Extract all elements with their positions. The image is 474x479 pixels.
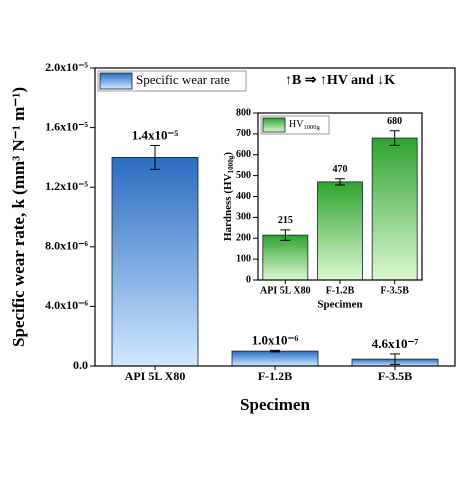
error-bar <box>335 178 345 186</box>
bar <box>262 234 309 281</box>
x-tick-label: F-1.2B <box>326 285 355 296</box>
legend-label: Specific wear rate <box>136 72 230 87</box>
x-tick-label: API 5L X80 <box>260 285 311 296</box>
y-tick-label: 0 <box>246 274 251 285</box>
x-axis-label: Specimen <box>240 395 310 414</box>
error-bar <box>389 130 400 146</box>
x-tick-label: F-1.2B <box>258 369 292 383</box>
y-tick-label: 200 <box>236 233 251 244</box>
legend-frame <box>260 115 330 135</box>
y-label-text: Specific wear rate, k (mm³ N⁻¹ m⁻¹) <box>9 87 28 347</box>
y-tick-label: 2.0x10⁻⁵ <box>45 60 88 74</box>
x-tick-label: F-3.5B <box>378 369 412 383</box>
y-tick-label: 300 <box>236 212 251 223</box>
legend-name: HV <box>289 119 304 130</box>
y-label-text: Hardness (HV <box>222 173 234 241</box>
legend-swatch <box>262 117 286 133</box>
error-bar <box>150 144 160 170</box>
bar <box>231 350 319 367</box>
y-tick-label: 500 <box>236 170 251 181</box>
y-label-end: ) <box>222 152 234 156</box>
x-tick-label: API 5L X80 <box>125 369 186 383</box>
y-tick-label: 8.0x10⁻⁶ <box>45 239 88 253</box>
error-bar <box>270 349 280 353</box>
value-label: 470 <box>333 164 348 175</box>
legend-name: Specific wear rate <box>136 72 230 87</box>
y-axis-label: Hardness (HV1000g) <box>222 152 235 241</box>
value-label: 680 <box>387 116 402 127</box>
legend-subscript: 1000g <box>303 124 320 131</box>
bar <box>317 181 363 281</box>
legend-label: HV1000g <box>289 119 320 131</box>
bar <box>111 156 199 367</box>
x-axis-label: Specimen <box>317 299 362 311</box>
value-label: 4.6x10⁻⁷ <box>372 336 419 351</box>
error-bar <box>280 229 291 241</box>
value-label: 1.4x10⁻⁵ <box>132 127 179 142</box>
y-tick-label: 600 <box>236 149 251 160</box>
legend-swatch <box>99 72 133 90</box>
y-tick-label: 4.0x10⁻⁶ <box>45 298 88 312</box>
value-label: 1.0x10⁻⁶ <box>252 332 299 347</box>
plot-frame <box>257 112 423 281</box>
annotation: ↑B ⇒ ↑HV and ↓K <box>285 73 395 88</box>
plot-frame <box>94 67 456 367</box>
y-tick-label: 100 <box>236 253 251 264</box>
value-label: 215 <box>278 215 293 226</box>
y-tick-label: 700 <box>236 128 251 139</box>
y-tick-label: 1.2x10⁻⁵ <box>45 179 88 193</box>
y-tick-label: 1.6x10⁻⁵ <box>45 119 88 133</box>
y-tick-label: 400 <box>236 191 251 202</box>
y-tick-label: 800 <box>236 107 251 118</box>
legend-frame <box>97 70 247 92</box>
y-tick-label: 0.0 <box>73 358 88 372</box>
x-tick-label: F-3.5B <box>380 285 409 296</box>
bar <box>371 137 418 281</box>
y-axis-label: Specific wear rate, k (mm³ N⁻¹ m⁻¹) <box>9 87 28 347</box>
error-bar <box>390 353 400 365</box>
y-label-subscript: 1000g <box>227 155 235 173</box>
